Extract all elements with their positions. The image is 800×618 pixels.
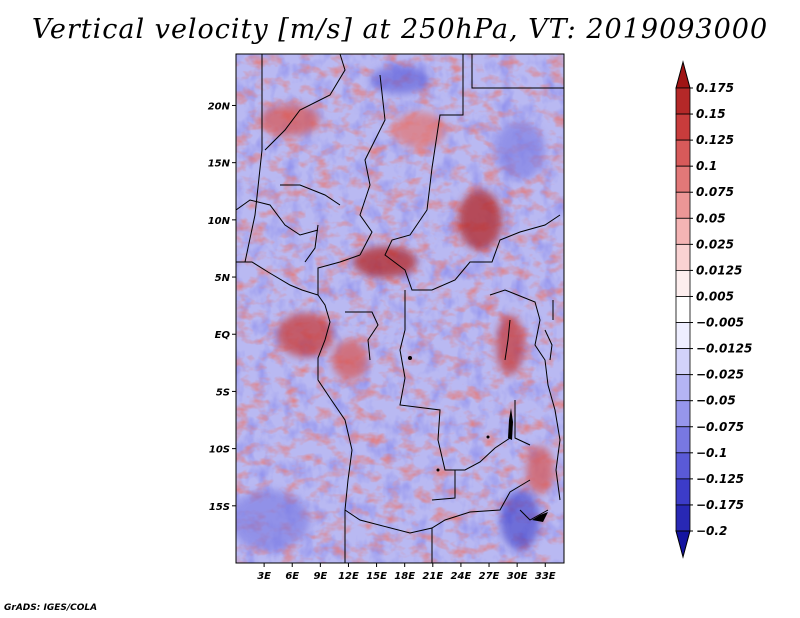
- plot-title: Vertical velocity [m/s] at 250hPa, VT: 2…: [31, 14, 769, 45]
- colorbar-swatch: [675, 270, 691, 297]
- colorbar-swatch: [675, 243, 691, 271]
- colorbar-swatch: [675, 348, 691, 376]
- colorbar-label: −0.05: [696, 394, 736, 408]
- lat-tick-label: 5N: [215, 273, 231, 284]
- colorbar-swatch: [675, 296, 691, 323]
- lon-tick-label: 33E: [535, 571, 556, 582]
- colorbar-label: −0.175: [696, 498, 744, 512]
- colorbar-label: −0.025: [696, 368, 744, 382]
- lon-tick-label: 24E: [451, 571, 472, 582]
- lon-tick-label: 27E: [479, 571, 500, 582]
- colorbar-label: −0.0125: [696, 342, 752, 356]
- colorbar-swatch: [675, 87, 691, 115]
- colorbar-swatch: [675, 113, 691, 141]
- colorbar-swatch: [675, 478, 691, 506]
- colorbar-label: 0.125: [696, 133, 734, 147]
- colorbar-swatch: [675, 452, 691, 480]
- colorbar-swatch: [675, 165, 691, 193]
- colorbar-max-arrow: [675, 60, 691, 89]
- lat-tick-label: 20N: [208, 101, 231, 112]
- lat-tick-label: 10S: [209, 445, 230, 456]
- longitude-axis: 3E 6E 9E 12E 15E 18E 21E 24E 27E 30E 33E: [257, 563, 556, 582]
- colorbar-swatch: [675, 504, 691, 532]
- colorbar-swatch: [675, 400, 691, 428]
- colorbar-label: −0.2: [696, 524, 727, 538]
- lon-tick-label: 6E: [285, 571, 299, 582]
- colorbar-label: −0.075: [696, 420, 744, 434]
- colorbar-label: −0.005: [696, 316, 744, 330]
- latitude-axis: 20N 15N 10N 5N EQ 5S 10S 15S: [208, 101, 236, 513]
- colorbar-label: −0.125: [696, 472, 744, 486]
- lat-tick-label: 10N: [208, 216, 231, 227]
- lon-tick-label: 9E: [313, 571, 327, 582]
- colorbar-swatch: [675, 217, 691, 245]
- colorbar-label: 0.005: [696, 289, 734, 303]
- colorbar-label: 0.025: [696, 237, 734, 251]
- colorbar-swatch: [675, 322, 691, 349]
- colorbar-min-arrow: [675, 530, 691, 559]
- lon-tick-label: 18E: [394, 571, 415, 582]
- map-frame: [235, 53, 565, 564]
- colorbar-swatch: [675, 374, 691, 402]
- colorbar-label: 0.1: [696, 159, 717, 173]
- colorbar-swatch: [675, 139, 691, 167]
- lat-tick-label: 15N: [208, 159, 231, 170]
- colorbar-swatch: [675, 191, 691, 219]
- lon-tick-label: 21E: [422, 571, 443, 582]
- lakes: [408, 356, 548, 522]
- colorbar-label: 0.15: [696, 107, 726, 121]
- strong-descent-zones: [236, 66, 545, 550]
- colorbar-swatch: [675, 426, 691, 454]
- lon-tick-label: 15E: [366, 571, 387, 582]
- colorbar-label: 0.175: [696, 81, 734, 95]
- lon-tick-label: 30E: [507, 571, 528, 582]
- colorbar: 0.175 0.15 0.125 0.1 0.075 0.05 0.025 0.0125 0.0…: [675, 60, 752, 559]
- colorbar-label: 0.075: [696, 185, 734, 199]
- lat-tick-label: EQ: [215, 330, 231, 341]
- lon-tick-label: 3E: [257, 571, 271, 582]
- colorbar-label: 0.05: [696, 211, 726, 225]
- colorbar-label: −0.1: [696, 446, 727, 460]
- colorbar-label: 0.0125: [696, 263, 742, 277]
- map-plot-area: [236, 54, 564, 563]
- lat-tick-label: 15S: [209, 502, 230, 513]
- country-borders: [236, 54, 564, 563]
- grads-credit: GrADS: IGES/COLA: [4, 603, 98, 613]
- lat-tick-label: 5S: [216, 387, 230, 398]
- lon-tick-label: 12E: [338, 571, 359, 582]
- strong-ascent-zones: [260, 104, 554, 494]
